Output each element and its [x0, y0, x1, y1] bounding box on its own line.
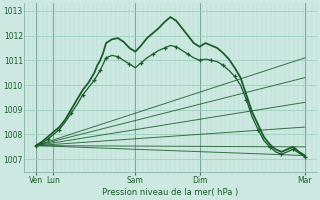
X-axis label: Pression niveau de la mer( hPa ): Pression niveau de la mer( hPa ) — [102, 188, 238, 197]
